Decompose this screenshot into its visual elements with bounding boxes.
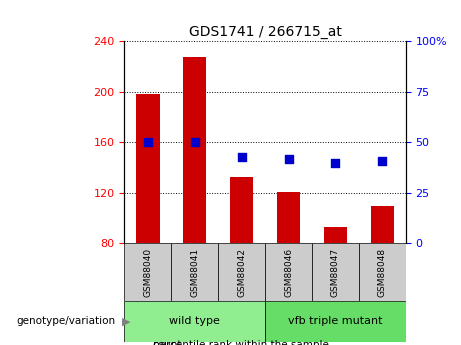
- Text: GSM88041: GSM88041: [190, 248, 199, 297]
- Text: count: count: [153, 340, 182, 345]
- Bar: [359, 244, 406, 301]
- Text: GSM88040: GSM88040: [143, 248, 153, 297]
- Text: wild type: wild type: [169, 316, 220, 326]
- Text: vfb triple mutant: vfb triple mutant: [288, 316, 383, 326]
- Bar: [265, 301, 406, 342]
- Bar: [312, 244, 359, 301]
- Bar: [124, 301, 265, 342]
- Bar: [136, 95, 160, 244]
- Bar: [230, 177, 254, 244]
- Point: [378, 158, 386, 163]
- Bar: [265, 244, 312, 301]
- Title: GDS1741 / 266715_at: GDS1741 / 266715_at: [189, 25, 342, 39]
- Point: [332, 160, 339, 165]
- Text: GSM88046: GSM88046: [284, 248, 293, 297]
- Text: genotype/variation: genotype/variation: [16, 316, 115, 326]
- Text: ▶: ▶: [122, 316, 130, 326]
- Point: [191, 140, 198, 145]
- Text: percentile rank within the sample: percentile rank within the sample: [153, 340, 329, 345]
- Text: GSM88047: GSM88047: [331, 248, 340, 297]
- Bar: [124, 244, 171, 301]
- Point: [144, 140, 152, 145]
- Point: [285, 156, 292, 161]
- Bar: [171, 244, 218, 301]
- Bar: [218, 244, 265, 301]
- Bar: [277, 192, 300, 244]
- Bar: [324, 227, 347, 244]
- Text: GSM88042: GSM88042: [237, 248, 246, 297]
- Point: [238, 154, 245, 159]
- Bar: [183, 57, 207, 244]
- Text: GSM88048: GSM88048: [378, 248, 387, 297]
- Bar: [371, 206, 394, 244]
